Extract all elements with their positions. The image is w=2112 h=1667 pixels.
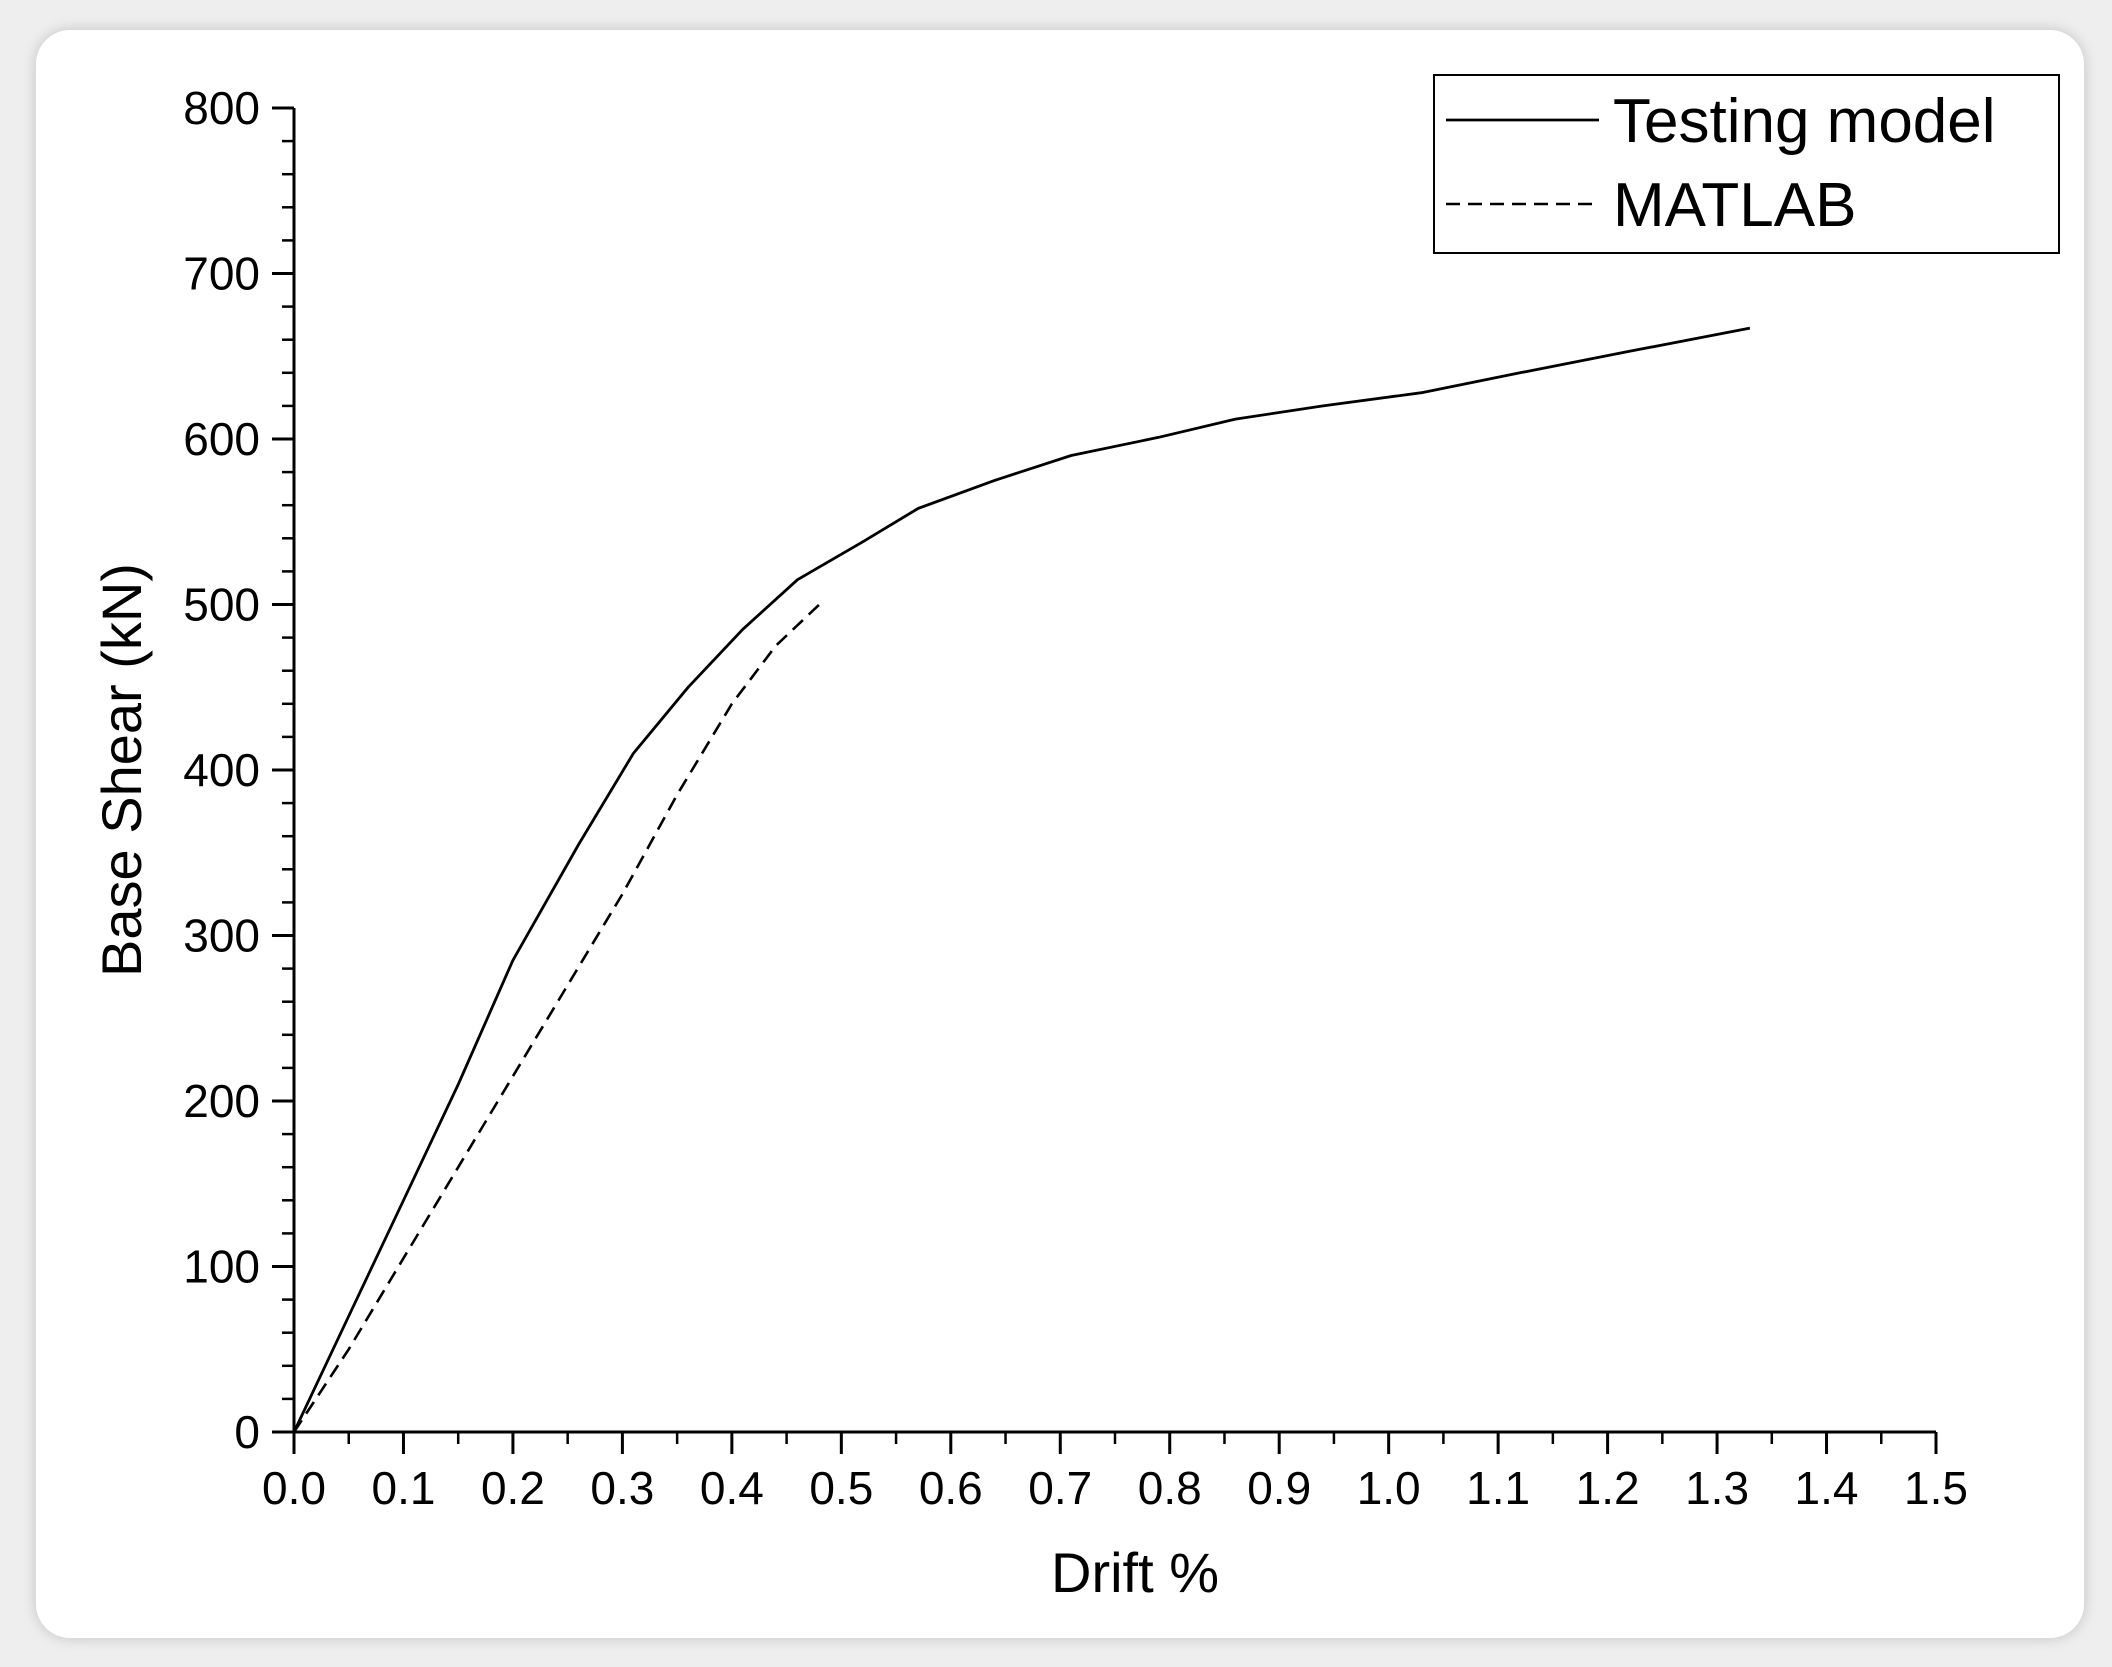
x-tick-label: 1.5 [1904, 1462, 1968, 1514]
x-tick-label: 0.0 [262, 1462, 326, 1514]
x-tick-label: 0.3 [590, 1462, 654, 1514]
chart-card: 0 100 200 300 400 500 600 700 800 0.0 0.1 0.2 0.3 0.4… [36, 30, 2084, 1638]
x-axis-title: Drift % [1051, 1541, 1219, 1604]
legend-box [1433, 74, 2060, 254]
y-tick-label: 700 [183, 248, 260, 300]
y-tick-label: 600 [183, 413, 260, 465]
legend-label: Testing model [1613, 87, 1996, 156]
x-tick-label: 0.2 [481, 1462, 545, 1514]
x-tick-label: 0.5 [809, 1462, 873, 1514]
x-tick-label: 0.7 [1028, 1462, 1092, 1514]
x-tick-label: 0.4 [700, 1462, 764, 1514]
y-tick-label: 200 [183, 1075, 260, 1127]
chart: 0 100 200 300 400 500 600 700 800 0.0 0.1 0.2 0.3 0.4… [90, 74, 2060, 1604]
x-tick-label: 1.1 [1466, 1462, 1530, 1514]
y-tick-label: 0 [234, 1406, 260, 1458]
x-tick-label: 0.6 [919, 1462, 983, 1514]
x-tick-label: 1.0 [1357, 1462, 1421, 1514]
series-line-0 [292, 326, 1751, 1433]
plot-area [292, 326, 1751, 1433]
x-tick-label: 1.2 [1576, 1462, 1640, 1514]
x-tick-label: 1.4 [1795, 1462, 1859, 1514]
x-tick-label: 1.3 [1685, 1462, 1749, 1514]
legend: Testing model MATLAB [1433, 74, 2060, 254]
x-tick-label: 0.9 [1247, 1462, 1311, 1514]
axes: 0 100 200 300 400 500 600 700 800 0.0 0.1 0.2 0.3 0.4… [183, 82, 1968, 1514]
x-tick-label: 0.8 [1138, 1462, 1202, 1514]
y-tick-label: 800 [183, 82, 260, 134]
x-tick-label: 0.1 [371, 1462, 435, 1514]
y-tick-label: 300 [183, 910, 260, 962]
legend-label: MATLAB [1613, 171, 1856, 240]
y-axis-title: Base Shear (kN) [90, 563, 153, 977]
y-tick-label: 100 [183, 1241, 260, 1293]
series-line-1 [292, 603, 821, 1433]
y-tick-label: 500 [183, 579, 260, 631]
y-tick-label: 400 [183, 744, 260, 796]
